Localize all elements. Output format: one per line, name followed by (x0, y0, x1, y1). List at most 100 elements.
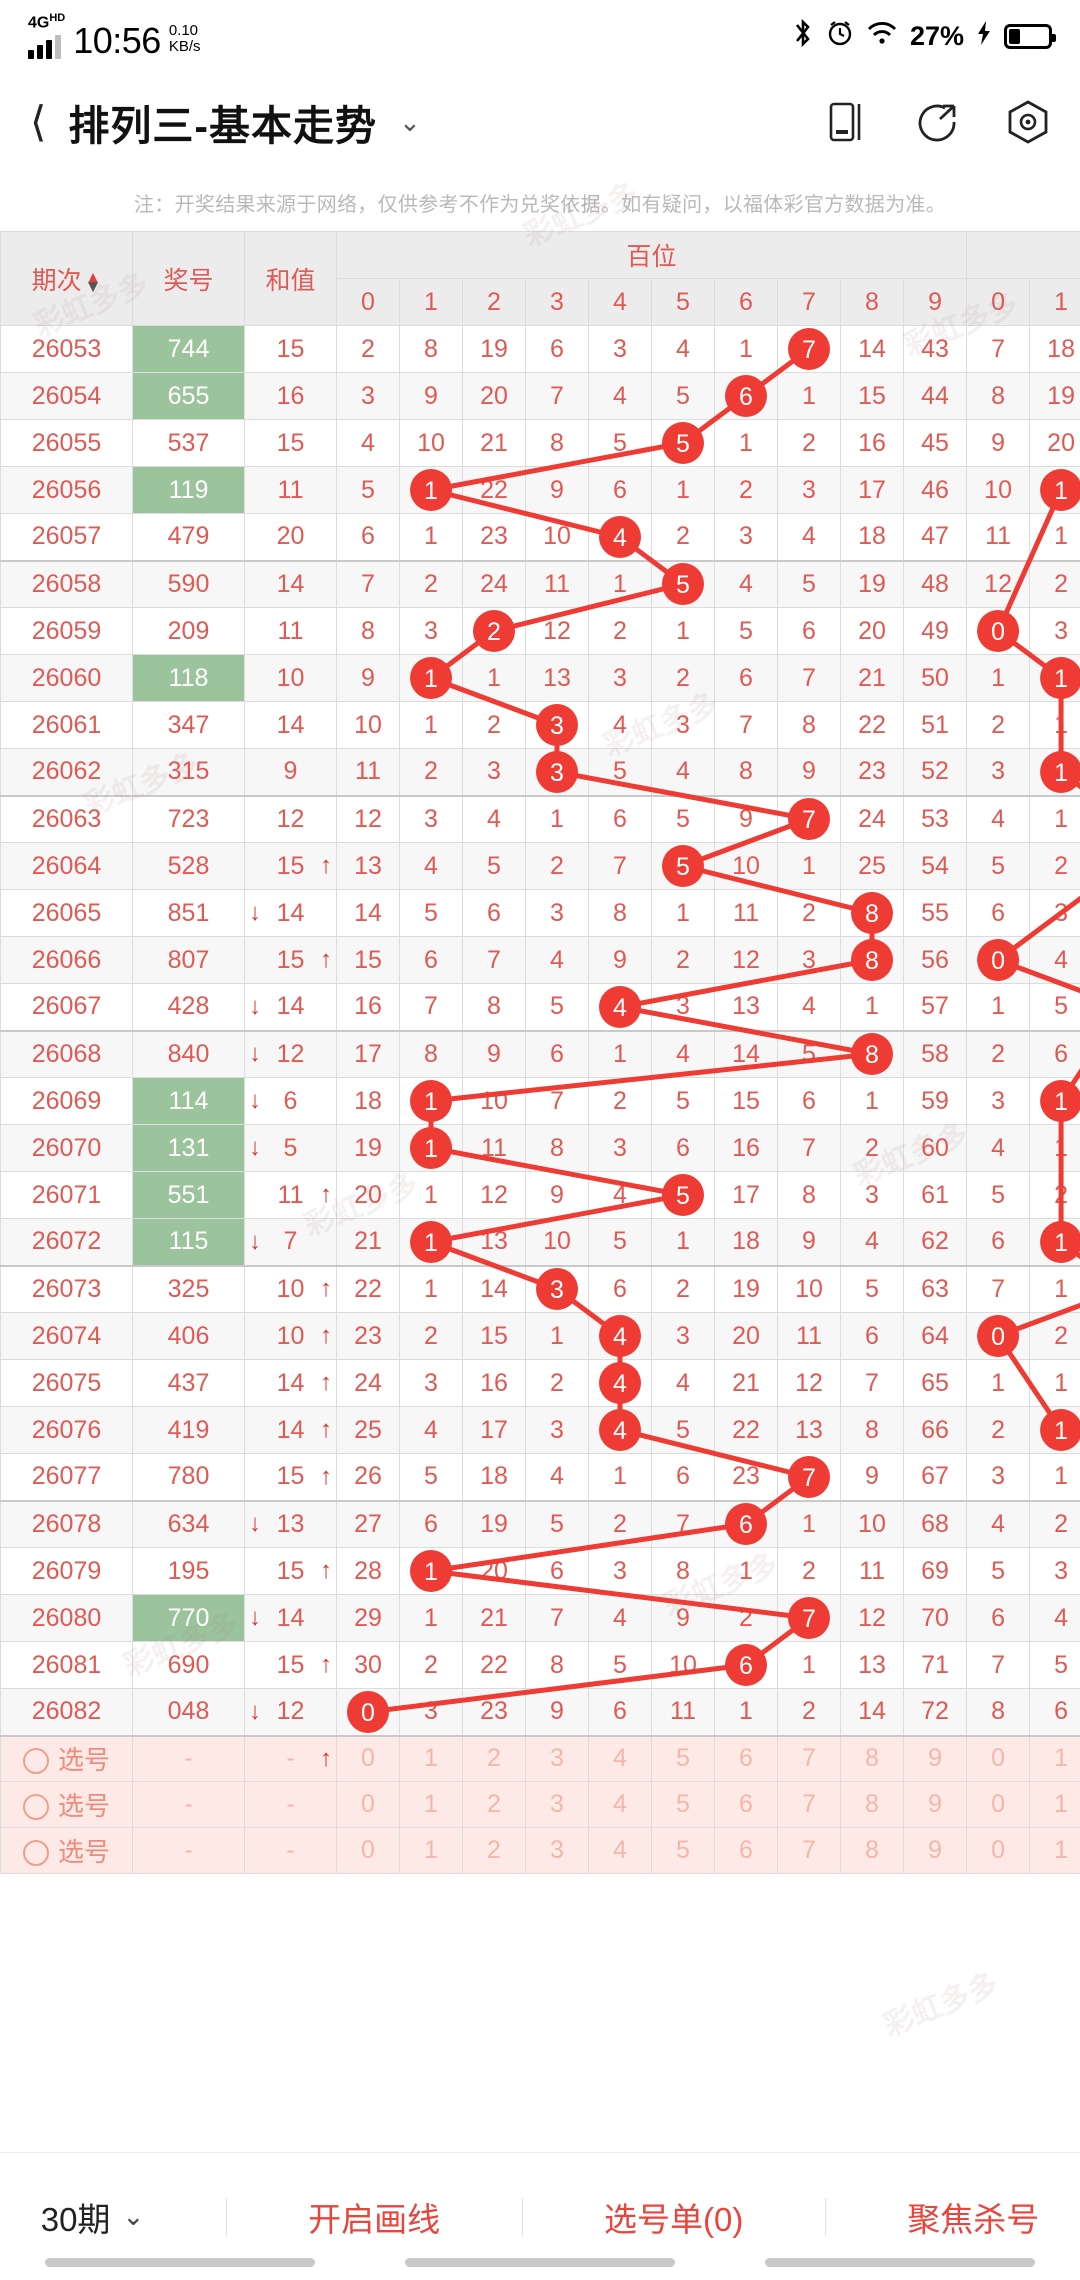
cell-baiwei-8[interactable]: 4 (840, 1218, 904, 1266)
cell-shiwei-0[interactable]: 1 (966, 983, 1031, 1031)
cell-baiwei-4[interactable]: 4 (588, 1171, 652, 1219)
cell-baiwei-8[interactable]: 7 (840, 1359, 904, 1407)
cell-baiwei-9[interactable]: 62 (902, 1218, 968, 1266)
cell-baiwei-2[interactable]: 10 (462, 1077, 526, 1125)
cell-baiwei-2[interactable]: 2 (462, 701, 526, 749)
cell-baiwei-0[interactable]: 13 (336, 842, 400, 890)
cell-shiwei-1[interactable]: 1 (1029, 1218, 1080, 1266)
cell-baiwei-4[interactable]: 3 (588, 654, 652, 702)
cell-shiwei-1[interactable]: 1 (1029, 1124, 1080, 1172)
cell-shiwei-0[interactable]: 1 (966, 654, 1031, 702)
target-icon[interactable] (1006, 99, 1050, 145)
cell-baiwei-2[interactable]: 11 (462, 1124, 526, 1172)
cell-shiwei-0[interactable]: 7 (966, 1264, 1031, 1313)
cell-baiwei-2[interactable]: 15 (462, 1312, 526, 1360)
cell-baiwei-5[interactable]: 6 (651, 1453, 715, 1501)
cell-baiwei-8[interactable]: 20 (840, 607, 904, 655)
cell-baiwei-8[interactable]: 12 (840, 1594, 904, 1642)
cell-shiwei-0[interactable]: 2 (966, 1406, 1031, 1454)
cell-baiwei-1[interactable]: 1 (399, 1077, 463, 1125)
cell-baiwei-4[interactable]: 4 (588, 1359, 652, 1407)
cell-baiwei-3[interactable]: 7 (525, 1594, 589, 1642)
pick-digit-shiwei-1[interactable]: 1 (1029, 1734, 1080, 1782)
cell-shiwei-1[interactable]: 1 (1029, 513, 1080, 561)
cell-baiwei-8[interactable]: 24 (840, 794, 904, 843)
cell-baiwei-5[interactable]: 4 (651, 1029, 715, 1078)
back-chevron-icon[interactable]: ⟨ (30, 98, 47, 145)
cell-baiwei-3[interactable]: 7 (525, 1077, 589, 1125)
cell-shiwei-1[interactable]: 2 (1029, 1312, 1080, 1360)
cell-baiwei-8[interactable]: 6 (840, 1312, 904, 1360)
cell-shiwei-1[interactable]: 1 (1029, 654, 1080, 702)
cell-shiwei-0[interactable]: 5 (966, 842, 1031, 890)
cell-baiwei-5[interactable]: 5 (651, 419, 715, 467)
cell-baiwei-3[interactable]: 6 (525, 325, 589, 373)
cell-baiwei-3[interactable]: 2 (525, 842, 589, 890)
cell-baiwei-1[interactable]: 6 (399, 1499, 463, 1548)
cell-baiwei-1[interactable]: 3 (399, 794, 463, 843)
cell-baiwei-7[interactable]: 1 (777, 372, 841, 420)
cell-baiwei-7[interactable]: 7 (777, 1594, 841, 1642)
cell-baiwei-9[interactable]: 53 (902, 794, 968, 843)
cell-baiwei-4[interactable]: 5 (588, 1641, 652, 1689)
cell-baiwei-1[interactable]: 8 (399, 325, 463, 373)
cell-baiwei-4[interactable]: 2 (588, 1077, 652, 1125)
cell-baiwei-3[interactable]: 9 (525, 466, 589, 514)
pick-radio-icon[interactable] (22, 1840, 49, 1866)
cell-baiwei-7[interactable]: 10 (777, 1264, 841, 1313)
cell-baiwei-5[interactable]: 8 (651, 1547, 715, 1595)
cell-shiwei-1[interactable]: 3 (1029, 607, 1080, 655)
cell-baiwei-5[interactable]: 1 (651, 466, 715, 514)
pick-digit-shiwei-0[interactable]: 0 (966, 1827, 1031, 1874)
cell-baiwei-9[interactable]: 59 (902, 1077, 968, 1125)
cell-baiwei-1[interactable]: 3 (399, 607, 463, 655)
cell-baiwei-9[interactable]: 43 (902, 325, 968, 373)
cell-baiwei-6[interactable]: 13 (714, 983, 778, 1031)
pick-digit-baiwei-4[interactable]: 4 (588, 1734, 652, 1782)
table-row[interactable]: 260592091183212215620490322 (0, 607, 1080, 655)
pick-digit-baiwei-1[interactable]: 1 (399, 1781, 463, 1828)
cell-baiwei-1[interactable]: 1 (399, 1594, 463, 1642)
cell-shiwei-0[interactable]: 10 (966, 466, 1031, 514)
cell-shiwei-0[interactable]: 3 (966, 1453, 1031, 1501)
cell-baiwei-6[interactable]: 19 (714, 1264, 778, 1313)
cell-baiwei-8[interactable]: 3 (840, 1171, 904, 1219)
cell-baiwei-4[interactable]: 6 (588, 1688, 652, 1736)
cell-baiwei-9[interactable]: 63 (902, 1264, 968, 1313)
cell-baiwei-8[interactable]: 17 (840, 466, 904, 514)
cell-baiwei-5[interactable]: 11 (651, 1688, 715, 1736)
cell-baiwei-0[interactable]: 2 (336, 325, 400, 373)
cell-baiwei-5[interactable]: 3 (651, 983, 715, 1031)
cell-baiwei-6[interactable]: 11 (714, 889, 778, 937)
cell-baiwei-7[interactable]: 4 (777, 983, 841, 1031)
cell-baiwei-8[interactable]: 8 (840, 1406, 904, 1454)
cell-baiwei-3[interactable]: 13 (525, 654, 589, 702)
cell-shiwei-1[interactable]: 3 (1029, 889, 1080, 937)
cell-baiwei-2[interactable]: 20 (462, 1547, 526, 1595)
cell-baiwei-7[interactable]: 2 (777, 889, 841, 937)
cell-baiwei-5[interactable]: 4 (651, 1359, 715, 1407)
pick-digit-baiwei-0[interactable]: 0 (336, 1827, 400, 1874)
cell-baiwei-7[interactable]: 5 (777, 1029, 841, 1078)
cell-baiwei-0[interactable]: 17 (336, 1029, 400, 1078)
cell-baiwei-2[interactable]: 4 (462, 794, 526, 843)
cell-baiwei-9[interactable]: 64 (902, 1312, 968, 1360)
cell-baiwei-0[interactable]: 3 (336, 372, 400, 420)
cell-baiwei-1[interactable]: 6 (399, 936, 463, 984)
cell-baiwei-1[interactable]: 2 (399, 559, 463, 608)
cell-baiwei-9[interactable]: 67 (902, 1453, 968, 1501)
cell-baiwei-0[interactable]: 18 (336, 1077, 400, 1125)
cell-baiwei-1[interactable]: 7 (399, 983, 463, 1031)
cell-baiwei-0[interactable]: 11 (336, 748, 400, 796)
cell-baiwei-3[interactable]: 4 (525, 936, 589, 984)
cell-baiwei-4[interactable]: 6 (588, 1264, 652, 1313)
cell-baiwei-9[interactable]: 50 (902, 654, 968, 702)
cell-baiwei-1[interactable]: 1 (399, 1547, 463, 1595)
